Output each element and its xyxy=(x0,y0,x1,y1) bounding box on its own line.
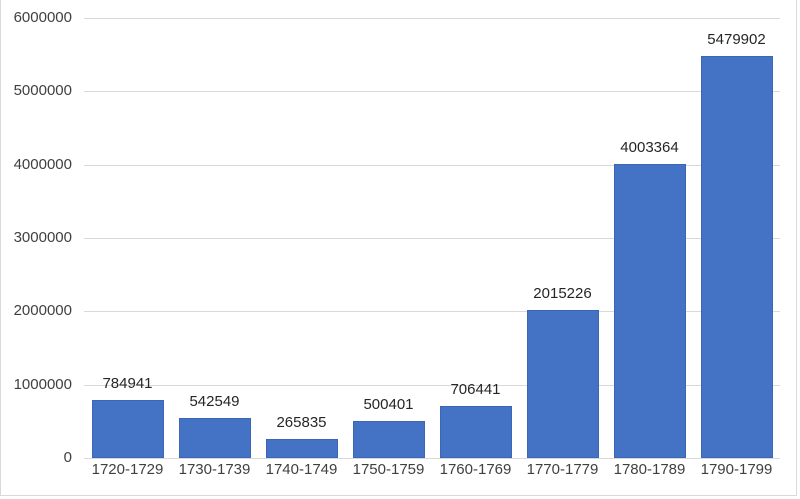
y-axis-tick-label: 5000000 xyxy=(13,82,72,100)
gridline xyxy=(84,311,780,313)
x-axis-tick-label: 1780-1789 xyxy=(613,461,686,478)
x-axis-tick-label: 1760-1769 xyxy=(439,461,512,478)
y-axis-tick-label: 1000000 xyxy=(13,375,72,393)
x-axis-tick-label: 1730-1739 xyxy=(178,461,251,478)
x-axis-tick-label: 1740-1749 xyxy=(265,461,338,478)
plot-area: 0 1000000 2000000 3000000 4000000 5000000 6000… xyxy=(14,10,780,478)
y-axis-tick-label: 6000000 xyxy=(13,9,72,26)
y-axis-tick-label: 2000000 xyxy=(13,302,72,320)
x-axis-tick-label: 1770-1779 xyxy=(526,461,599,478)
bar-1750-1759[interactable] xyxy=(352,421,425,458)
bar-1730-1739[interactable] xyxy=(178,418,251,458)
data-label: 706441 xyxy=(450,381,501,399)
y-axis-tick-label: 4000000 xyxy=(13,155,72,173)
gridline xyxy=(84,164,780,166)
bar-1790-1799[interactable] xyxy=(700,56,773,458)
x-axis-tick-label: 1720-1729 xyxy=(91,461,164,478)
gridline xyxy=(84,238,780,239)
gridline xyxy=(84,18,780,19)
bar-1770-1779[interactable] xyxy=(526,310,599,458)
x-axis-tick-label: 1750-1759 xyxy=(352,461,425,478)
x-axis-tick-label: 1790-1799 xyxy=(700,461,773,478)
y-axis-tick-label: 0 xyxy=(63,449,72,466)
gridline xyxy=(84,384,780,386)
bar-1740-1749[interactable] xyxy=(265,438,338,458)
data-label: 784941 xyxy=(102,375,153,393)
bar-1780-1789[interactable] xyxy=(613,164,686,458)
bar-1720-1729[interactable] xyxy=(91,400,164,458)
data-label: 2015226 xyxy=(533,285,592,303)
gridline xyxy=(84,91,780,93)
data-label: 5479902 xyxy=(707,31,766,49)
data-label: 542549 xyxy=(189,393,240,411)
data-label: 500401 xyxy=(363,396,414,414)
data-label: 4003364 xyxy=(620,139,679,157)
bar-1760-1769[interactable] xyxy=(439,406,512,458)
gridline xyxy=(84,458,780,459)
data-label: 265835 xyxy=(276,413,327,431)
y-axis-tick-label: 3000000 xyxy=(13,229,72,246)
